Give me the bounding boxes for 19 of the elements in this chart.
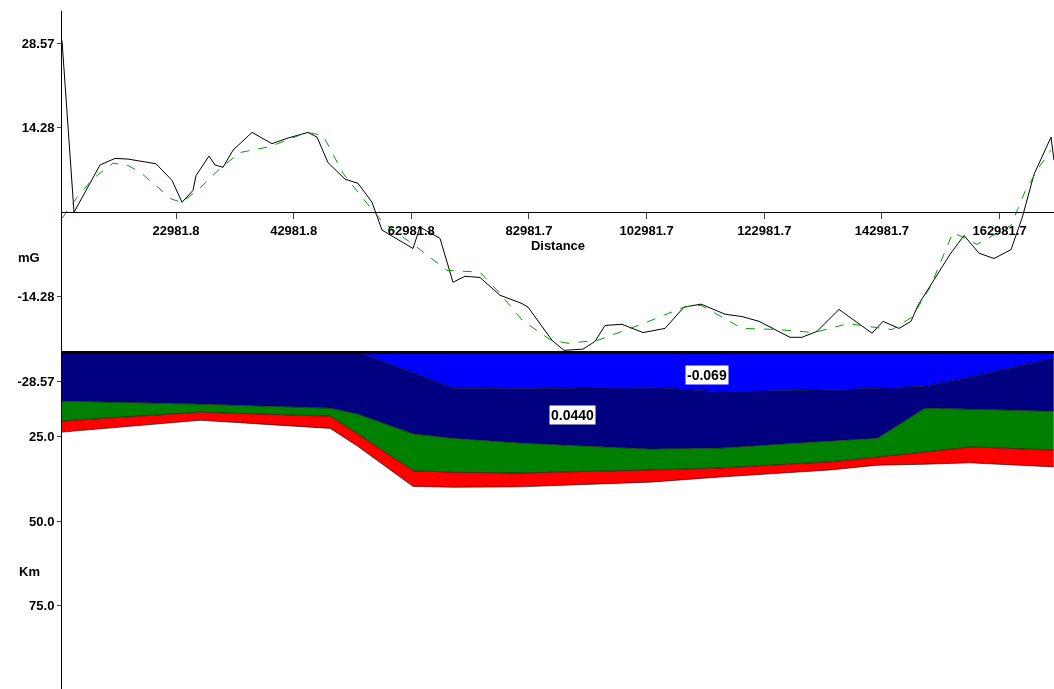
y-tick-label: 75.0 — [29, 598, 55, 614]
x-tick-label: 162981.7 — [972, 222, 1027, 238]
annotation: 0.0440 — [551, 407, 595, 423]
y-tick-label: -14.28 — [17, 289, 55, 305]
x-tick-label: 42981.8 — [270, 222, 318, 238]
y-axis-title: mG — [18, 250, 40, 265]
x-tick-label: 122981.7 — [737, 222, 792, 238]
x-tick-label: 102981.7 — [619, 222, 674, 238]
x-tick-label: 142981.7 — [854, 222, 910, 238]
y-tick-label: 50.0 — [29, 513, 55, 529]
y-tick-label: 25.0 — [29, 429, 55, 445]
x-tick-label: 22981.8 — [152, 222, 200, 238]
y-tick-label: -28.57 — [17, 374, 55, 390]
x-tick-label: 82981.7 — [505, 222, 553, 238]
y-tick-label: 14.28 — [21, 120, 55, 136]
x-axis-title: Distance — [530, 237, 586, 253]
y-tick-label: 28.57 — [21, 35, 55, 51]
annotation: -0.069 — [687, 367, 727, 383]
y-axis-title: Km — [19, 564, 40, 579]
